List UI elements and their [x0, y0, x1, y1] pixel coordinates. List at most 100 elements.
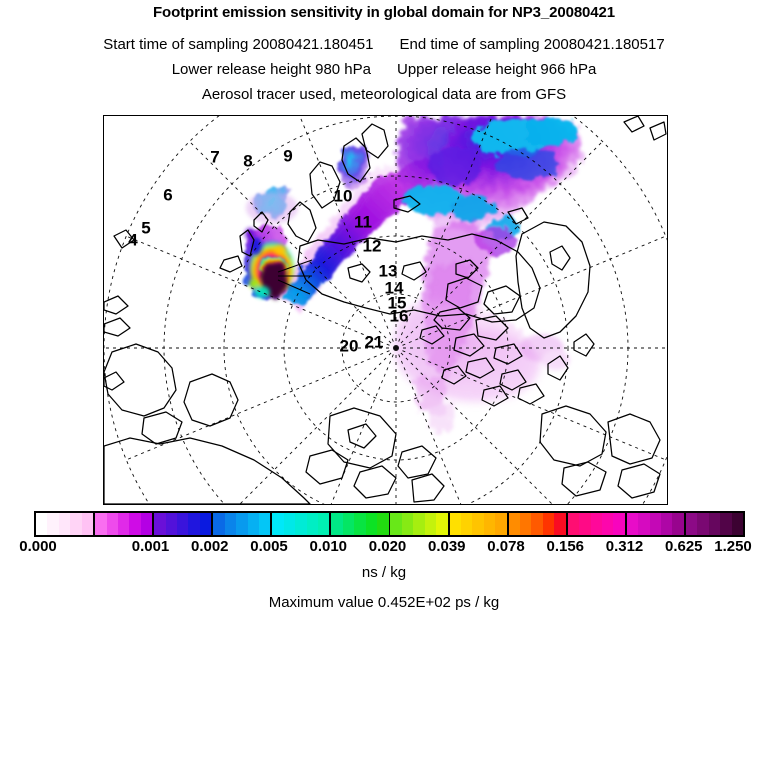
hour-label: 8: [243, 151, 253, 171]
colorbar-segment: [331, 513, 391, 535]
colorbar-sub-band: [661, 513, 673, 535]
maximum-value-label: Maximum value 0.452E+02 ps / kg: [268, 594, 500, 611]
colorbar-segment: [154, 513, 214, 535]
colorbar-sub-band: [117, 513, 130, 535]
colorbar-sub-band: [579, 513, 591, 535]
colorbar-sub-band: [542, 513, 555, 535]
colorbar-sub-band: [365, 513, 378, 535]
colorbar-sub-band: [697, 513, 709, 535]
colorbar-sub-band: [531, 513, 543, 535]
colorbar-swatches: [34, 511, 745, 537]
colorbar-sub-band: [554, 513, 566, 535]
colorbar-sub-band: [106, 513, 118, 535]
hour-label: 13: [378, 261, 398, 281]
colorbar-sub-band: [626, 513, 639, 535]
colorbar-tick-label: 1.250: [714, 538, 752, 555]
colorbar-sub-band: [213, 513, 225, 535]
colorbar-sub-band: [247, 513, 259, 535]
colorbar-sub-band: [272, 513, 284, 535]
colorbar-sub-band: [165, 513, 177, 535]
hour-label: 20: [339, 336, 359, 356]
colorbar-sub-band: [424, 513, 437, 535]
colorbar-segment: [213, 513, 273, 535]
sampling-time-line: Start time of sampling 20080421.180451 En…: [0, 36, 768, 53]
colorbar-sub-band: [638, 513, 650, 535]
colorbar-sub-band: [236, 513, 248, 535]
colorbar-segment: [36, 513, 96, 535]
colorbar-segment: [95, 513, 155, 535]
hour-label: 4: [128, 230, 138, 250]
colorbar-sub-band: [306, 513, 318, 535]
hour-label: 7: [210, 147, 220, 167]
colorbar-sub-band: [601, 513, 614, 535]
colorbar-sub-band: [318, 513, 330, 535]
colorbar-sub-band: [129, 513, 141, 535]
colorbar-sub-band: [377, 513, 389, 535]
colorbar-sub-band: [70, 513, 82, 535]
colorbar-sub-band: [354, 513, 366, 535]
colorbar-tick-label: 0.312: [605, 538, 644, 555]
colorbar-sub-band: [154, 513, 166, 535]
colorbar-sub-band: [295, 513, 307, 535]
colorbar-sub-band: [342, 513, 355, 535]
colorbar-sub-band: [472, 513, 484, 535]
colorbar-sub-band: [685, 513, 698, 535]
hour-label: 15: [387, 293, 407, 313]
hour-label: 12: [362, 236, 382, 256]
colorbar-sub-band: [590, 513, 602, 535]
colorbar-segment: [567, 513, 627, 535]
release-site-marker: [277, 259, 313, 295]
release-height-line: Lower release height 980 hPa Upper releas…: [0, 61, 768, 78]
hour-label: 9: [283, 146, 293, 166]
colorbar-sub-band: [567, 513, 580, 535]
colorbar-sub-band: [331, 513, 343, 535]
hour-label: 16: [389, 306, 409, 326]
colorbar-sub-band: [283, 513, 296, 535]
colorbar-sub-band: [413, 513, 425, 535]
coastlines: [104, 116, 667, 504]
colorbar-sub-band: [224, 513, 237, 535]
colorbar-segment: [508, 513, 568, 535]
colorbar-sub-band: [36, 513, 48, 535]
page-title: Footprint emission sensitivity in global…: [152, 4, 616, 21]
colorbar-sub-band: [140, 513, 153, 535]
colorbar-sub-band: [436, 513, 448, 535]
colorbar-sub-band: [460, 513, 473, 535]
colorbar-sub-band: [258, 513, 271, 535]
colorbar-sub-band: [649, 513, 662, 535]
colorbar-sub-band: [47, 513, 59, 535]
end-time-label: End time of sampling 20080421.180517: [399, 36, 665, 53]
hour-label: 14: [384, 278, 404, 298]
colorbar-tick-label: 0.078: [487, 538, 525, 555]
colorbar-sub-band: [81, 513, 94, 535]
colorbar-segment: [390, 513, 450, 535]
colorbar-sub-band: [508, 513, 521, 535]
colorbar-segment: [449, 513, 509, 535]
colorbar-tick-labels: 0.000 0.001 0.002 0.005 0.010 0.020 0.039 0.078…: [0, 538, 768, 558]
colorbar-sub-band: [449, 513, 461, 535]
hour-label: 5: [141, 218, 151, 238]
colorbar: [34, 511, 745, 537]
colorbar-sub-band: [58, 513, 71, 535]
colorbar-sub-band: [188, 513, 200, 535]
hour-label: 21: [364, 332, 384, 352]
map-graphic: [104, 116, 667, 504]
colorbar-sub-band: [199, 513, 212, 535]
colorbar-sub-band: [401, 513, 414, 535]
colorbar-unit-label: ns / kg: [361, 564, 407, 581]
colorbar-tick-label: 0.002: [190, 538, 229, 555]
map-panel: 4 5 6 7 8 9 10 11 12 13 14 15 16 20 21: [103, 115, 668, 505]
colorbar-tick-label: 0.000: [19, 538, 57, 555]
start-time-label: Start time of sampling 20080421.180451: [103, 36, 374, 53]
tracer-note: Aerosol tracer used, meteorological data…: [201, 86, 567, 103]
colorbar-tick-label: 0.005: [250, 538, 288, 555]
colorbar-sub-band: [731, 513, 743, 535]
graticule: [104, 116, 667, 504]
colorbar-segment: [685, 513, 743, 535]
colorbar-sub-band: [720, 513, 732, 535]
hour-label: 10: [333, 186, 353, 206]
colorbar-tick-label: 0.039: [427, 538, 466, 555]
colorbar-sub-band: [483, 513, 496, 535]
hour-label: 6: [163, 185, 173, 205]
